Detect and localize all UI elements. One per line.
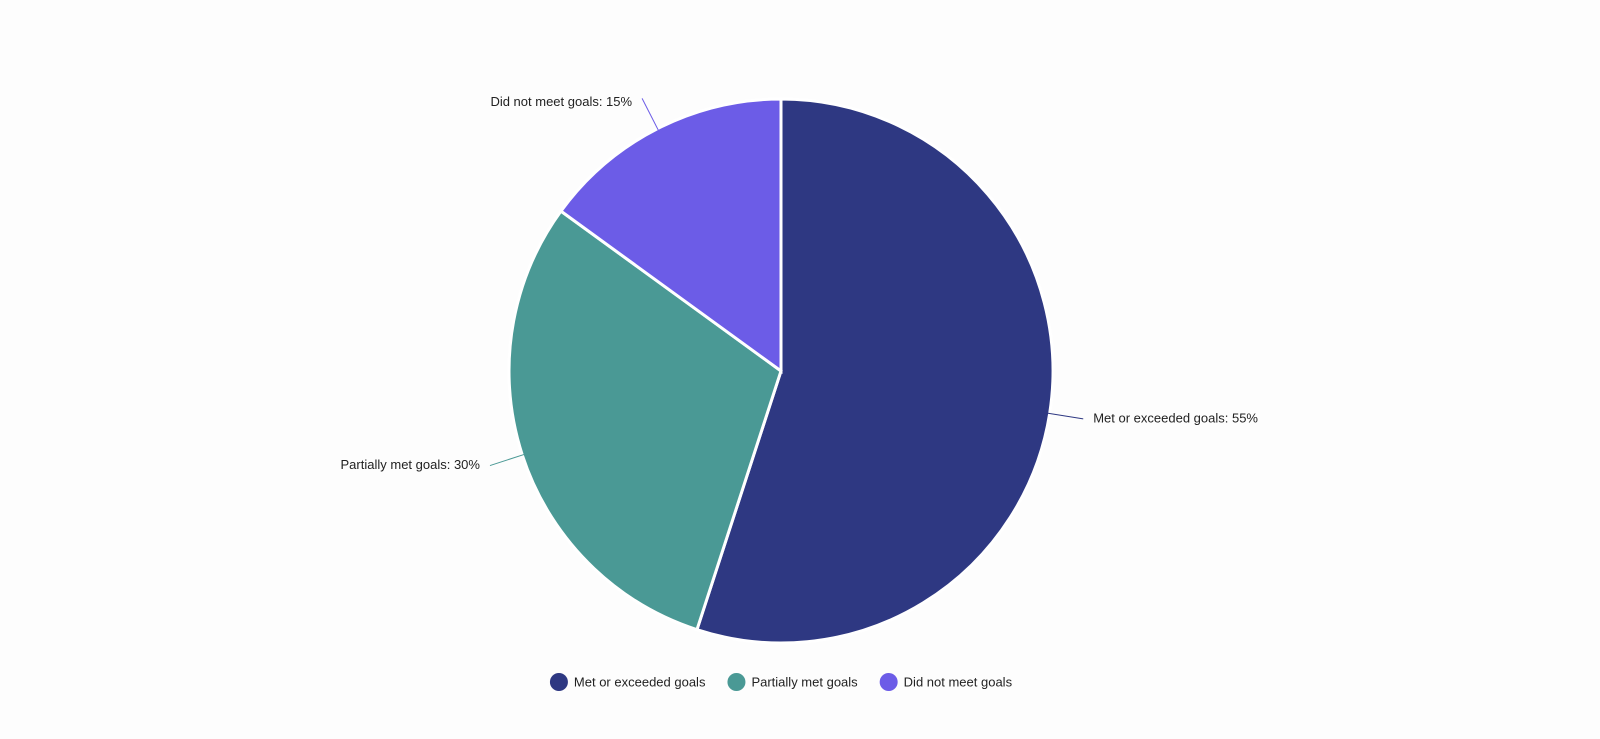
legend: Met or exceeded goals Partially met goals… [549,673,1013,691]
data-label: Did not meet goals: 15% [490,94,632,109]
legend-label: Met or exceeded goals [574,674,706,689]
legend-marker [549,673,568,691]
legend-marker [727,673,746,691]
leader-line [641,98,660,133]
legend-marker [879,673,898,691]
data-label: Met or exceeded goals: 55% [1093,410,1258,425]
leader-line [1045,412,1084,420]
legend-label: Did not meet goals [904,674,1013,689]
data-label: Partially met goals: 30% [341,457,481,472]
leader-line [489,453,527,467]
legend-label: Partially met goals [751,674,858,689]
